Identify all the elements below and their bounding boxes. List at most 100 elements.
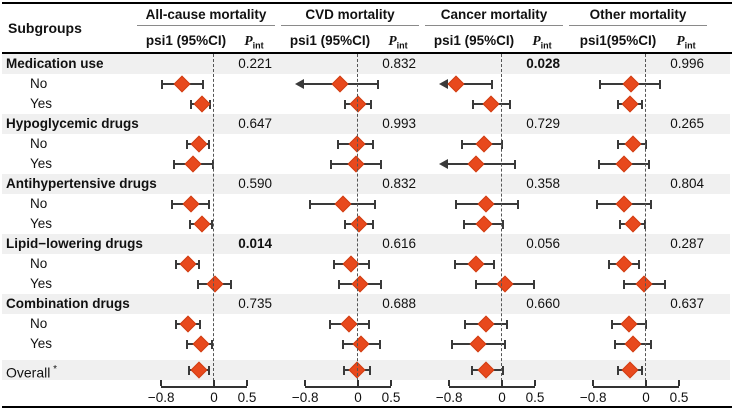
ci-clip-arrow-left [438, 159, 448, 169]
ci-cap-right [513, 159, 516, 169]
ci-clip-arrow-left [438, 79, 448, 89]
zero-dashed-line [501, 54, 502, 386]
ci-cap-left [616, 139, 619, 149]
ci-cap-right [645, 319, 647, 329]
x-axis-tick [304, 380, 306, 386]
p-interaction-value: 0.729 [526, 116, 560, 131]
ci-cap-left [160, 79, 163, 89]
p-interaction-value: 0.056 [526, 236, 560, 251]
subgroup-row-label: Yes [30, 216, 53, 231]
pint-column-header-cancer: Pint [532, 33, 552, 51]
ci-cap-right [211, 159, 214, 169]
ci-cap-left [329, 159, 332, 169]
x-axis-tick-label: 0 [642, 390, 650, 405]
zero-dashed-line [645, 54, 646, 386]
ci-cap-right [208, 139, 211, 149]
ci-cap-left [309, 199, 312, 209]
group-row-label: Combination drugs [6, 296, 130, 311]
ci-cap-right [516, 199, 519, 209]
x-axis-tick-label: 0.5 [669, 390, 689, 405]
subgroup-row-label: No [30, 136, 48, 151]
ci-cap-right [645, 139, 647, 149]
ci-cap-left [460, 139, 463, 149]
effect-column-header-cancer: psi1 (95%CI) [433, 33, 515, 48]
ci-cap-left [170, 199, 173, 209]
ci-cap-right [508, 99, 511, 109]
ci-cap-right [638, 259, 641, 269]
subgroup-row-label: Yes [30, 336, 53, 351]
ci-cap-right [374, 199, 377, 209]
ci-cap-right [211, 339, 214, 349]
ci-cap-right [202, 79, 205, 89]
ci-cap-left [337, 279, 340, 289]
group-row-label: Antihypertensive drugs [6, 176, 157, 191]
ci-cap-right [493, 259, 496, 269]
subgroup-row-label: No [30, 256, 48, 271]
ci-cap-left [185, 339, 188, 349]
p-interaction-value: 0.647 [238, 116, 272, 131]
ci-cap-left [343, 99, 346, 109]
ci-cap-left [174, 319, 177, 329]
ci-cap-right [658, 79, 661, 89]
row-band [2, 114, 730, 134]
ci-cap-left [450, 339, 453, 349]
p-interaction-value: 0.996 [670, 56, 704, 71]
ci-cap-left [189, 99, 192, 109]
row-band [2, 54, 730, 74]
x-axis-tick [501, 380, 503, 386]
ci-cap-right [641, 99, 644, 109]
x-axis-tick-label: 0.5 [381, 390, 401, 405]
ci-cap-right [650, 199, 653, 209]
ci-cap-left [189, 219, 192, 229]
ci-cap-left [471, 99, 474, 109]
ci-cap-left [595, 199, 598, 209]
group-row-label: Lipid−lowering drugs [6, 236, 143, 251]
ci-cap-right [368, 319, 371, 329]
zero-dashed-line [357, 54, 358, 386]
ci-cap-left [332, 259, 335, 269]
ci-cap-left [174, 259, 177, 269]
ci-cap-right [491, 79, 494, 89]
pint-column-header-other: Pint [676, 33, 696, 51]
ci-cap-right [211, 219, 214, 229]
x-axis-tick [213, 380, 215, 386]
ci-cap-right [643, 219, 646, 229]
panel-title-cvd: CVD mortality [281, 7, 419, 26]
p-interaction-value: 0.832 [382, 56, 416, 71]
p-interaction-value: 0.688 [382, 296, 416, 311]
ci-cap-right [368, 365, 371, 375]
effect-column-header-cvd: psi1 (95%CI) [289, 33, 371, 48]
panel-title-other: Other mortality [569, 7, 707, 26]
ci-cap-left [616, 99, 619, 109]
x-axis-line [161, 386, 247, 388]
ci-cap-left [172, 159, 175, 169]
x-axis-tick-label: −0.8 [579, 390, 607, 405]
subgroup-row-label: Yes [30, 156, 53, 171]
p-interaction-value: 0.660 [526, 296, 560, 311]
ci-cap-left [185, 139, 188, 149]
x-axis-tick [160, 380, 162, 386]
ci-cap-right [208, 199, 211, 209]
ci-cap-left [464, 319, 467, 329]
top-border-line [2, 2, 732, 4]
ci-cap-left [475, 279, 478, 289]
ci-cap-left [610, 319, 613, 329]
subgroup-row-label: No [30, 316, 48, 331]
ci-cap-left [328, 319, 331, 329]
ci-cap-right [649, 339, 652, 349]
ci-cap-right [501, 219, 504, 229]
x-axis-tick-label: 0.5 [525, 390, 545, 405]
subgroups-header: Subgroups [8, 20, 82, 36]
subgroup-row-label: Yes [30, 276, 53, 291]
x-axis-tick-label: 0 [354, 390, 362, 405]
x-axis-tick-label: 0 [210, 390, 218, 405]
ci-cap-right [380, 159, 383, 169]
ci-cap-right [378, 339, 381, 349]
ci-cap-left [343, 365, 346, 375]
x-axis-tick [390, 380, 392, 386]
x-axis-line [305, 386, 391, 388]
ci-cap-right [198, 259, 201, 269]
row-band [2, 294, 730, 314]
ci-cap-right [664, 279, 667, 289]
ci-cap-right [372, 219, 375, 229]
